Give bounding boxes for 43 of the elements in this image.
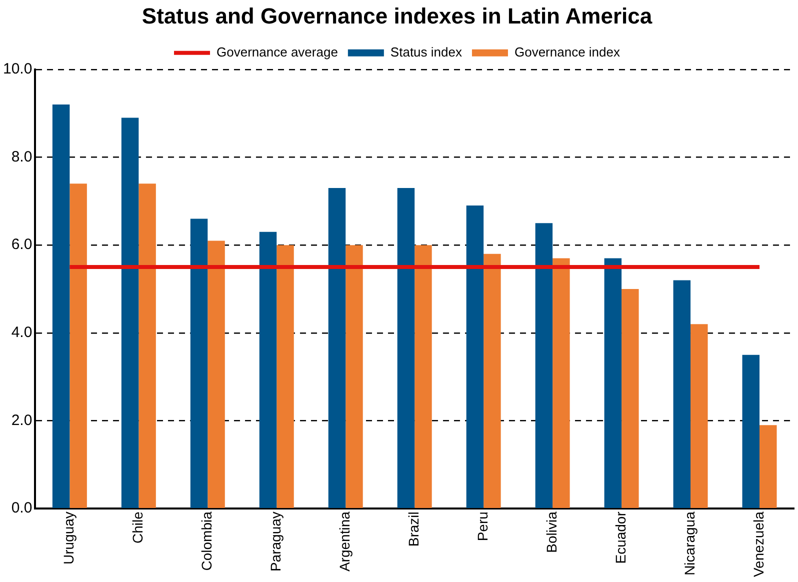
bar	[397, 188, 415, 508]
y-tick-label: 0.0	[11, 500, 32, 517]
legend-label: Governance index	[514, 44, 620, 60]
x-tick-label: Brazil	[405, 512, 422, 547]
y-tick-label: 2.0	[11, 412, 32, 429]
bar	[760, 425, 777, 508]
bar	[466, 206, 484, 508]
x-tick-label: Chile	[130, 511, 146, 544]
bar	[535, 223, 553, 508]
x-tick-label: Nicaragua	[681, 511, 698, 576]
bar	[276, 245, 294, 508]
bar	[484, 254, 501, 508]
bar	[742, 354, 760, 508]
bar	[259, 232, 277, 508]
legend-label: Status index	[390, 44, 462, 60]
y-tick-label: 8.0	[11, 148, 32, 166]
bar	[673, 280, 691, 508]
bar	[328, 188, 346, 508]
bar	[604, 258, 622, 508]
bar	[121, 118, 139, 508]
y-tick-label: 6.0	[11, 236, 32, 254]
x-tick-label: Paraguay	[267, 512, 284, 572]
bar	[208, 240, 225, 508]
x-tick-label: Bolivia	[543, 511, 560, 553]
x-tick-label: Ecuador	[612, 511, 628, 564]
x-tick-label: Peru	[474, 512, 490, 542]
x-tick-label: Uruguay	[60, 512, 77, 565]
x-tick-label: Venezuela	[750, 511, 766, 578]
bar	[70, 184, 87, 508]
y-tick-label: 10.0	[2, 60, 32, 78]
chart-title: Status and Governance indexes in Latin America	[142, 3, 653, 28]
bar	[414, 245, 432, 508]
y-tick-label: 4.0	[11, 324, 32, 342]
bar	[622, 289, 639, 508]
bar	[346, 245, 363, 508]
bar	[690, 324, 708, 508]
bar	[190, 218, 208, 508]
bar	[552, 258, 570, 508]
bar	[52, 104, 70, 508]
legend-label: Governance average	[216, 44, 338, 60]
x-tick-label: Colombia	[198, 511, 215, 571]
x-tick-label: Argentina	[336, 511, 352, 572]
bar	[138, 184, 156, 508]
